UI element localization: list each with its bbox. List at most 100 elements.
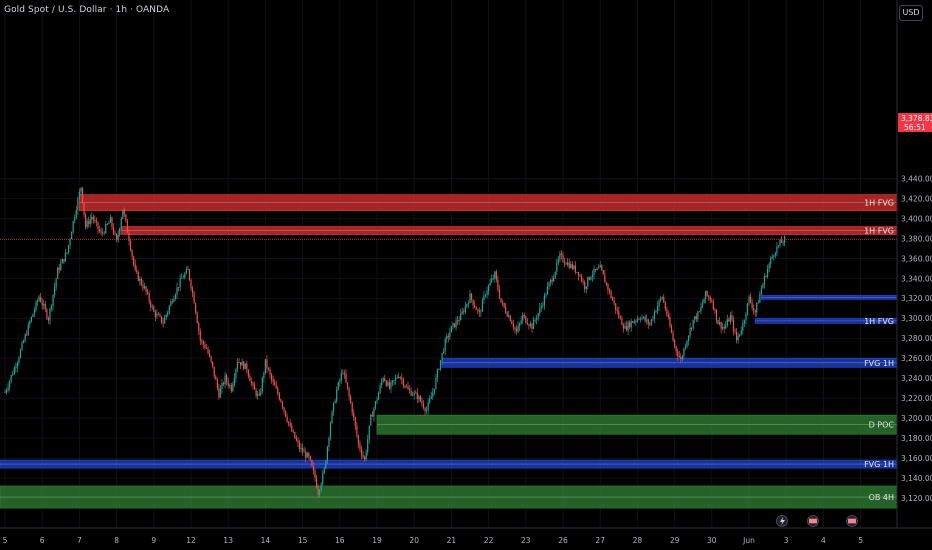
candle-body [222, 382, 225, 385]
candle-body [339, 380, 341, 383]
x-tick-label: 16 [335, 536, 345, 545]
candle-body [691, 327, 693, 329]
candle-body [49, 308, 51, 321]
candle-body [150, 301, 152, 308]
candle-body [729, 314, 731, 322]
candle-body [114, 233, 116, 235]
candle-body [21, 342, 23, 350]
x-tick-label: 23 [521, 536, 531, 545]
candle-body [81, 187, 84, 203]
candle-body [660, 298, 662, 301]
x-tick-label: 28 [633, 536, 643, 545]
candle-body [506, 312, 508, 317]
candle-body [371, 414, 373, 417]
candle-body [120, 218, 122, 229]
candle-body [753, 308, 755, 310]
candle-body [677, 351, 679, 356]
candle-body [275, 385, 277, 389]
candle-body [782, 242, 784, 244]
candle-body [703, 299, 705, 304]
candle-body [116, 234, 118, 241]
candle-body [351, 403, 353, 413]
candle-body [317, 487, 319, 495]
candle-body [112, 226, 115, 234]
candle-body [312, 465, 315, 471]
candle-body [568, 262, 570, 268]
candle-body [686, 340, 688, 347]
candle-body [184, 273, 186, 278]
candle-body [536, 318, 538, 320]
candle-body [209, 353, 211, 357]
candle-body [739, 333, 741, 337]
candle-body [46, 309, 48, 319]
candle-body [271, 374, 273, 380]
candle-body [354, 417, 356, 426]
candle-body [670, 326, 673, 333]
candle-body [745, 314, 747, 321]
candle-body [550, 279, 552, 283]
candle-body [64, 253, 67, 262]
candle-body [680, 357, 682, 359]
candle-body [164, 317, 166, 324]
candle-body [181, 277, 183, 279]
candle-body [689, 327, 691, 336]
candle-body [281, 402, 284, 408]
y-tick-label: 3,360.000 [901, 254, 932, 263]
candle-body [402, 379, 404, 386]
candle-body [435, 377, 437, 389]
candle-body [780, 240, 783, 243]
candle-body [226, 375, 228, 382]
candle-body [16, 362, 18, 368]
candle-body [453, 323, 456, 328]
candle-body [23, 341, 25, 343]
candle-body [26, 334, 28, 336]
grid [0, 0, 897, 528]
candle-body [526, 322, 528, 325]
candle-body [483, 295, 485, 301]
candle-body [718, 321, 721, 325]
candle-body [444, 338, 446, 352]
x-tick-label: 9 [151, 536, 156, 545]
candle-body [520, 320, 522, 324]
candles [4, 187, 786, 498]
price-axis[interactable]: 3,120.000 3,140.000 3,160.000 3,180.000 3,20… [901, 174, 932, 502]
candle-body [168, 305, 170, 312]
candle-body [398, 377, 400, 378]
candle-body [627, 322, 629, 331]
candle-body [672, 332, 674, 341]
candle-body [613, 300, 615, 304]
candle-body [449, 332, 451, 338]
candle-body [196, 312, 198, 324]
candle-body [58, 267, 60, 270]
candle-body [605, 282, 607, 284]
candle-body [466, 304, 468, 307]
candle-body [357, 435, 359, 444]
currency-button[interactable]: USD [899, 5, 923, 21]
candle-body [638, 318, 640, 320]
candle-body [235, 369, 237, 378]
candle-body [74, 216, 76, 222]
candle-body [165, 314, 167, 318]
candle-body [571, 263, 573, 269]
candle-body [632, 321, 634, 323]
time-axis[interactable]: 5 6 7 8 9 12 13 14 15 16 19 20 21 22 23 26 27 28 29 30 Jun 3 4… [3, 536, 864, 545]
candle-body [162, 322, 164, 324]
candle-body [711, 300, 713, 302]
candle-body [439, 360, 442, 370]
current-price-badge-bg [898, 113, 932, 132]
y-tick-label: 3,400.000 [901, 214, 932, 223]
candle-body [336, 389, 338, 402]
candle-body [27, 324, 29, 335]
candle-body [748, 296, 750, 303]
candle-body [768, 263, 770, 269]
zone-label: FVG 1H [864, 359, 894, 368]
candle-body [419, 396, 421, 402]
candle-body [675, 346, 677, 352]
candle-body [52, 294, 54, 306]
candle-body [216, 379, 218, 388]
x-tick-label: 8 [114, 536, 119, 545]
candle-body [32, 314, 34, 317]
candle-body [57, 267, 59, 279]
candle-body [422, 403, 425, 409]
